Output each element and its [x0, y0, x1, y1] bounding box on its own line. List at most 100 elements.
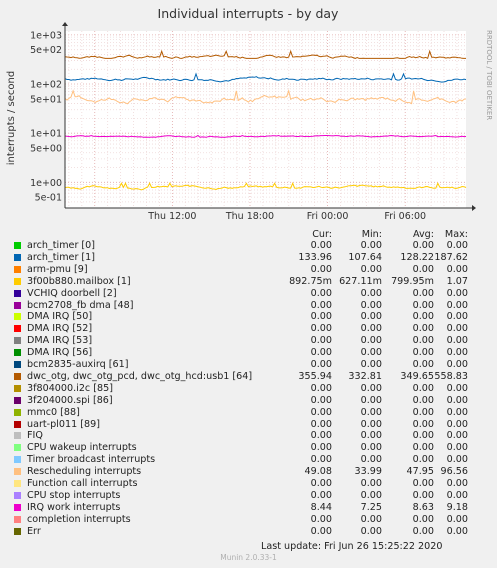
legend-row: completion interrupts 0.00 0.00 0.00 0.00 [14, 514, 484, 526]
legend-series-name: 3f204000.spi [86] [27, 394, 113, 406]
legend-swatch [14, 242, 21, 249]
col-header-avg: Avg: [412, 229, 434, 240]
legend-row: DMA IRQ [53] 0.00 0.00 0.00 0.00 [14, 335, 484, 347]
legend-value-cur: 0.00 [310, 525, 332, 537]
legend-swatch [14, 396, 21, 404]
legend-value-avg: 0.00 [412, 394, 434, 406]
legend-value-avg: 0.00 [412, 418, 434, 430]
legend-value-avg: 0.00 [412, 347, 434, 359]
legend-value-min: 33.99 [354, 466, 382, 478]
legend-value-cur: 0.00 [310, 335, 332, 347]
y-tick-label: 5e+01 [30, 94, 62, 105]
legend-value-cur: 0.00 [310, 323, 332, 335]
x-tick-label: Fri 00:00 [307, 211, 349, 222]
legend-row: DMA IRQ [52] 0.00 0.00 0.00 0.00 [14, 323, 484, 335]
legend-swatch [14, 408, 21, 416]
legend-row: CPU stop interrupts 0.00 0.00 0.00 0.00 [14, 490, 484, 502]
series-line [64, 181, 467, 191]
legend-value-max: 0.00 [446, 382, 468, 394]
legend-swatch [14, 384, 21, 392]
y-tick-label: 5e+00 [30, 143, 62, 154]
legend-swatch [14, 301, 21, 309]
legend-value-max: 96.56 [440, 466, 468, 478]
y-tick-label: 5e+02 [30, 45, 62, 56]
y-tick-label: 1e+01 [30, 129, 62, 140]
legend-value-min: 0.00 [360, 299, 382, 311]
legend-swatch [14, 515, 21, 523]
legend-value-avg: 0.00 [412, 513, 434, 525]
legend-swatch [14, 289, 21, 297]
legend-row: CPU wakeup interrupts 0.00 0.00 0.00 0.00 [14, 442, 484, 454]
legend-value-max: 0.00 [446, 335, 468, 347]
legend-row: mmc0 [88] 0.00 0.00 0.00 0.00 [14, 407, 484, 419]
legend-value-min: 0.00 [360, 406, 382, 418]
legend-value-min: 7.25 [360, 501, 382, 513]
legend-value-avg: 0.00 [412, 335, 434, 347]
legend-row: dwc_otg, dwc_otg_pcd, dwc_otg_hcd:usb1 [… [14, 371, 484, 383]
legend-series-name: mmc0 [88] [27, 406, 80, 418]
chart-title: Individual interrupts - by day [158, 6, 340, 21]
legend-series-name: DMA IRQ [56] [27, 347, 93, 359]
legend-value-avg: 0.00 [412, 359, 434, 370]
legend-value-avg: 0.00 [412, 430, 434, 442]
legend-value-avg: 0.00 [412, 287, 434, 299]
legend-value-max: 9.18 [446, 501, 468, 513]
legend-value-cur: 8.44 [310, 501, 332, 513]
legend-swatch [14, 503, 21, 511]
legend-series-name: Timer broadcast interrupts [27, 454, 156, 466]
legend-value-cur: 0.00 [310, 347, 332, 359]
legend-value-max: 0.00 [446, 287, 468, 299]
legend-value-avg: 0.00 [412, 240, 434, 251]
legend-value-cur: 0.00 [310, 240, 332, 251]
x-axis-ticks: Thu 12:00 Thu 18:00 Fri 00:00 Fri 06:00 [147, 211, 426, 222]
y-tick-label: 1e+03 [30, 30, 62, 41]
y-tick-label: 1e+00 [30, 178, 62, 189]
legend-value-min: 0.00 [360, 335, 382, 347]
legend-value-max: 187.62 [434, 251, 468, 263]
y-axis-ticks: 5e-01 1e+00 5e+00 1e+01 5e+01 1e+02 5e+02 1e+03 [30, 30, 62, 203]
legend-value-avg: 0.00 [412, 263, 434, 275]
legend-value-cur: 0.00 [310, 263, 332, 275]
legend-value-cur: 0.00 [310, 382, 332, 394]
legend-series-name: FIQ [27, 430, 43, 442]
legend-value-max: 0.00 [446, 323, 468, 335]
legend-value-max: 0.00 [446, 454, 468, 466]
legend-series-name: VCHIQ doorbell [2] [27, 287, 117, 299]
legend-value-min: 0.00 [360, 323, 382, 335]
legend-value-cur: 0.00 [310, 478, 332, 489]
legend-value-max: 0.00 [446, 299, 468, 311]
legend-value-min: 0.00 [360, 430, 382, 442]
legend-value-min: 332.81 [348, 370, 382, 382]
legend-value-max: 0.00 [446, 347, 468, 359]
legend-swatch [14, 313, 21, 321]
legend-value-cur: 0.00 [310, 513, 332, 525]
rrdtool-watermark: RRDTOOL / TOBI OETIKER [485, 30, 493, 120]
legend-value-min: 0.00 [360, 359, 382, 370]
legend-series-name: CPU stop interrupts [27, 489, 121, 501]
legend-series-name: dwc_otg, dwc_otg_pcd, dwc_otg_hcd:usb1 [… [27, 370, 253, 382]
legend-row: FIQ 0.00 0.00 0.00 0.00 [14, 430, 484, 442]
x-axis-arrow [472, 205, 476, 211]
legend-value-min: 107.64 [348, 251, 382, 263]
legend-value-max: 0.00 [446, 418, 468, 430]
legend-value-cur: 0.00 [310, 418, 332, 430]
axes [62, 22, 476, 211]
legend-value-cur: 133.96 [298, 251, 332, 263]
grid [65, 31, 466, 209]
legend-value-avg: 0.00 [412, 478, 434, 489]
legend-value-min: 0.00 [360, 478, 382, 489]
legend-value-avg: 799.95m [391, 275, 434, 287]
legend-value-cur: 0.00 [310, 454, 332, 466]
legend-value-cur: 49.08 [304, 466, 332, 478]
legend-value-max: 0.00 [446, 263, 468, 275]
legend-value-cur: 892.75m [289, 275, 332, 287]
legend-value-max: 0.00 [446, 359, 468, 370]
legend-series-name: CPU wakeup interrupts [27, 442, 137, 454]
legend-value-max: 0.00 [446, 240, 468, 251]
legend-swatch [14, 444, 21, 452]
legend-row: arm-pmu [9] 0.00 0.00 0.00 0.00 [14, 264, 484, 276]
legend-value-avg: 0.00 [412, 382, 434, 394]
legend-value-max: 0.00 [446, 394, 468, 406]
legend-value-cur: 0.00 [310, 406, 332, 418]
legend-value-min: 0.00 [360, 240, 382, 251]
